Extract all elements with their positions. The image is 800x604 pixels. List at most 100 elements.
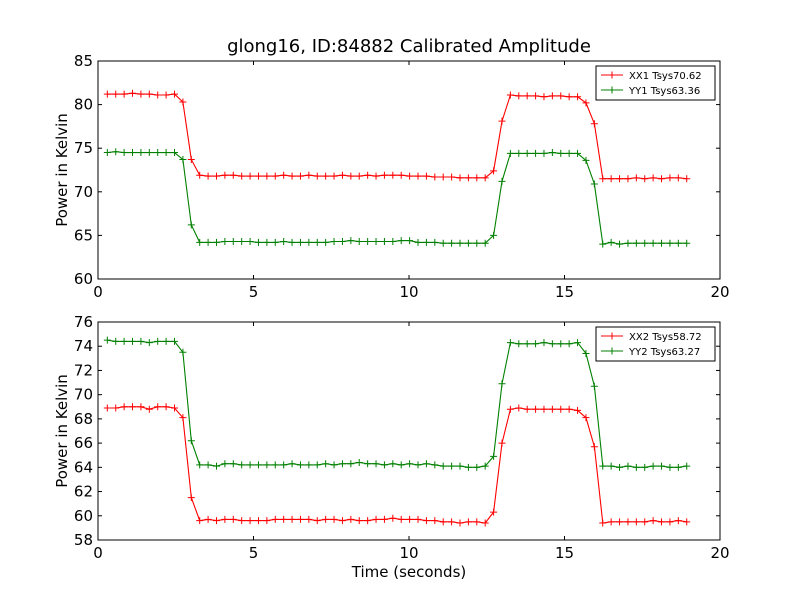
data-point [397, 515, 405, 523]
data-point [238, 172, 246, 180]
data-point [171, 149, 179, 157]
data-point [607, 518, 615, 526]
legend-box [595, 326, 716, 362]
y-tick-label: 62 [74, 483, 93, 501]
data-point [439, 173, 447, 181]
chart-panel-1: 0 5 10 15 20 60 65 70 75 80 85 Power in Kelvin XX1 T… [53, 52, 730, 301]
data-point [574, 149, 582, 157]
data-point [523, 149, 531, 157]
data-point [296, 515, 304, 523]
data-point [666, 239, 674, 247]
data-point [162, 337, 170, 345]
data-point [397, 171, 405, 179]
data-point [221, 515, 229, 523]
data-point [238, 517, 246, 525]
data-point [137, 403, 145, 411]
data-point [145, 405, 153, 413]
data-point [196, 517, 204, 525]
data-point [355, 517, 363, 525]
data-point [481, 519, 489, 527]
data-point [506, 405, 514, 413]
data-point [439, 462, 447, 470]
data-point [616, 240, 624, 248]
legend-marker [608, 86, 616, 94]
data-point [162, 149, 170, 157]
data-point [658, 518, 666, 526]
data-point [456, 462, 464, 470]
data-point [616, 175, 624, 183]
data-point [599, 175, 607, 183]
data-point [179, 98, 187, 106]
data-point [439, 518, 447, 526]
data-point [498, 380, 506, 388]
y-tick-label: 64 [74, 458, 93, 476]
data-point [548, 92, 556, 100]
data-point [431, 461, 439, 469]
data-point [296, 238, 304, 246]
data-point [305, 238, 313, 246]
data-point [305, 171, 313, 179]
data-point [112, 337, 120, 345]
data-point [389, 514, 397, 522]
y-axis-label: Power in Kelvin [53, 374, 71, 488]
data-point [406, 172, 414, 180]
data-point [683, 175, 691, 183]
y-tick-label: 65 [74, 226, 93, 244]
y-tick-label: 74 [74, 337, 93, 355]
data-point [448, 239, 456, 247]
data-point [431, 173, 439, 181]
data-point [179, 156, 187, 164]
legend: XX2 Tsys58.72 YY2 Tsys63.27 [595, 326, 716, 362]
data-point [397, 461, 405, 469]
data-point [540, 93, 548, 101]
data-point [523, 340, 531, 348]
data-point [448, 518, 456, 526]
data-point [406, 515, 414, 523]
data-point [590, 180, 598, 188]
data-point [532, 92, 540, 100]
data-point [515, 92, 523, 100]
data-point [238, 461, 246, 469]
data-point [456, 174, 464, 182]
data-point [448, 173, 456, 181]
data-point [154, 91, 162, 99]
data-point [481, 239, 489, 247]
data-point [498, 439, 506, 447]
data-point [616, 463, 624, 471]
data-point [422, 172, 430, 180]
data-point [103, 404, 111, 412]
data-point [540, 405, 548, 413]
legend: XX1 Tsys70.62 YY1 Tsys63.36 [595, 65, 716, 101]
data-point [557, 92, 565, 100]
y-tick-label: 68 [74, 410, 93, 428]
data-point [322, 515, 330, 523]
data-point [171, 404, 179, 412]
data-point [204, 172, 212, 180]
data-point [322, 460, 330, 468]
x-tick-label: 5 [249, 283, 259, 301]
data-point [515, 340, 523, 348]
y-tick-label: 80 [74, 96, 93, 114]
data-point [666, 463, 674, 471]
data-point [632, 463, 640, 471]
data-point [120, 403, 128, 411]
series-line-1 [107, 406, 687, 524]
data-point [658, 239, 666, 247]
data-point [414, 238, 422, 246]
data-point [540, 339, 548, 347]
data-point [632, 518, 640, 526]
data-point [574, 93, 582, 101]
legend-box [595, 65, 716, 101]
data-point [397, 237, 405, 245]
legend-marker [608, 71, 616, 79]
data-point [607, 175, 615, 183]
data-point [280, 515, 288, 523]
data-point [565, 149, 573, 157]
data-point [154, 337, 162, 345]
data-point [322, 238, 330, 246]
data-point [112, 404, 120, 412]
data-point [187, 156, 195, 164]
data-point [212, 172, 220, 180]
data-point [221, 238, 229, 246]
data-point [658, 175, 666, 183]
